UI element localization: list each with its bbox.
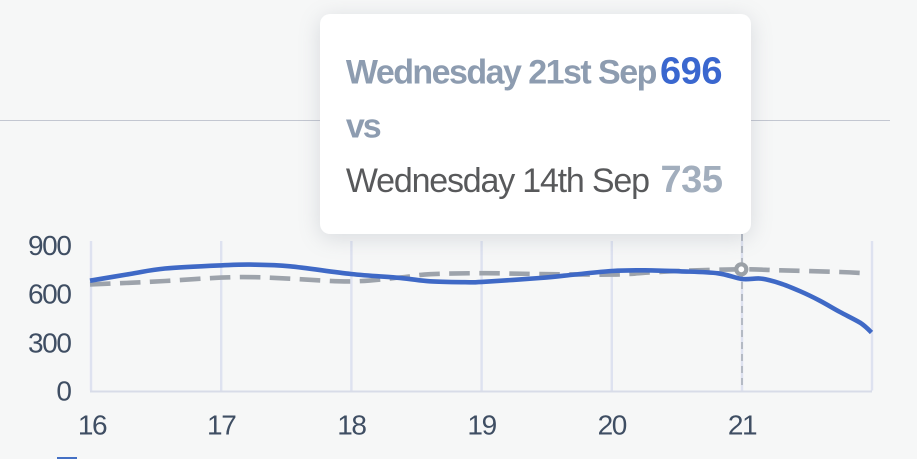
svg-text:600: 600 [28,278,71,309]
svg-text:18: 18 [337,409,366,440]
svg-text:735: 735 [661,159,723,201]
svg-text:20: 20 [598,409,627,440]
svg-text:696: 696 [660,51,722,93]
svg-text:Wednesday 21st Sep: Wednesday 21st Sep [346,54,657,92]
svg-text:17: 17 [207,409,236,440]
svg-text:vs: vs [346,108,381,146]
svg-text:0: 0 [56,376,71,407]
svg-text:Wednesday 14th Sep: Wednesday 14th Sep [346,162,649,200]
svg-text:21: 21 [728,409,757,440]
svg-text:900: 900 [28,230,71,261]
svg-text:19: 19 [467,409,496,440]
svg-text:16: 16 [78,409,107,440]
svg-text:300: 300 [28,328,71,359]
